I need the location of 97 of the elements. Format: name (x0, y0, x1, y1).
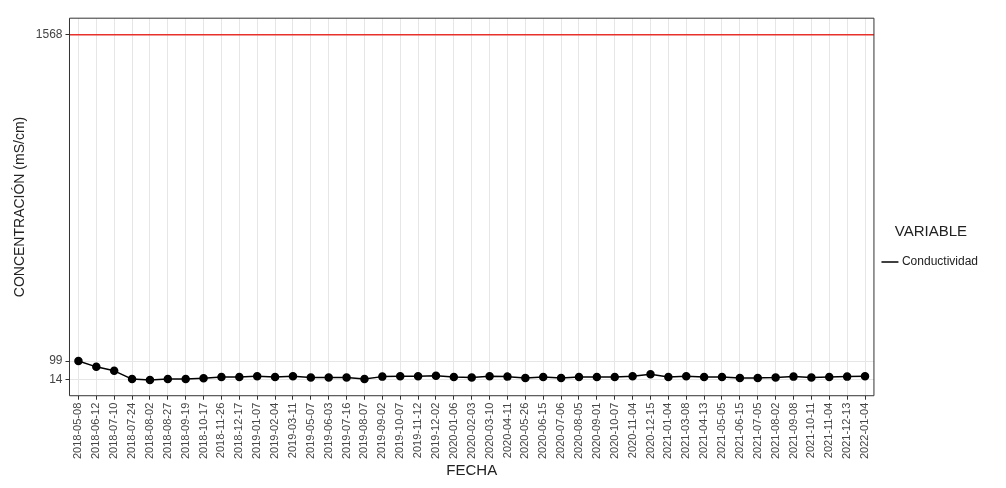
point (860, 371, 870, 381)
point (825, 372, 834, 382)
x-tick-label: 2020-12-15 (643, 402, 656, 460)
point (270, 372, 280, 382)
x-tick-label: 2021-07-05 (750, 402, 763, 460)
x-tick-label: 2021-04-13 (697, 402, 710, 460)
point (717, 372, 727, 382)
x-tick-label: 2019-02-04 (268, 402, 281, 460)
x-tick-label: 2021-01-04 (661, 402, 674, 460)
x-tick-label: 2020-04-11 (500, 402, 513, 459)
x-tick-label: 2020-06-15 (536, 402, 549, 460)
point (342, 373, 351, 382)
x-tick-label: 2018-08-27 (160, 402, 173, 460)
x-tick-label: 2022-01-04 (858, 402, 871, 460)
point (771, 373, 780, 382)
x-tick-label: 2018-08-02 (142, 402, 155, 460)
x-tick-label: 2021-09-08 (786, 402, 799, 460)
point (235, 372, 244, 382)
point (699, 372, 709, 382)
x-tick-label: 2019-12-02 (429, 402, 441, 460)
y-axis-title: CONCENTRACIÓN (mS/cm) (11, 116, 28, 298)
point (664, 372, 673, 382)
x-tick-label: 2019-11-12 (411, 402, 424, 459)
x-tick-label: 2019-06-03 (321, 402, 334, 460)
x-tick-label: 2020-07-06 (554, 402, 567, 460)
x-tick-label: 2018-12-17 (232, 402, 245, 460)
point (556, 373, 566, 383)
point (807, 373, 816, 382)
point (467, 373, 476, 382)
point (252, 371, 262, 381)
x-tick-label: 2021-06-15 (732, 402, 745, 460)
point (485, 371, 494, 381)
x-tick-label: 2020-01-06 (446, 402, 459, 460)
point (92, 362, 101, 372)
x-tick-label: 2021-12-13 (840, 402, 853, 460)
x-tick-label: 2019-05-07 (303, 402, 316, 460)
x-tick-label: 2018-06-12 (89, 402, 102, 460)
point (145, 375, 155, 385)
point (199, 373, 208, 383)
x-tick-label: 2020-05-26 (518, 402, 531, 460)
point (646, 369, 655, 379)
x-tick-label: 2019-07-16 (339, 402, 352, 460)
point (789, 372, 798, 381)
x-axis-title: FECHA (446, 461, 498, 479)
point (682, 371, 691, 381)
x-tick-label: 2018-10-17 (196, 402, 209, 460)
point (628, 371, 637, 381)
point (217, 372, 226, 382)
point (163, 374, 173, 384)
point (610, 372, 619, 382)
legend-label: Conductividad (901, 254, 979, 269)
x-tick-label: 2020-09-01 (589, 402, 602, 460)
point (127, 374, 137, 384)
point (74, 356, 83, 366)
x-tick-label: 2021-11-04 (822, 402, 835, 459)
y-tick-label: 14 (49, 372, 63, 387)
point (592, 372, 602, 382)
point (753, 373, 762, 383)
x-tick-label: 2019-01-07 (250, 402, 263, 460)
point (109, 366, 119, 376)
x-tick-label: 2018-09-19 (178, 402, 191, 460)
x-tick-label: 2018-07-24 (125, 402, 138, 460)
x-tick-label: 2020-03-10 (482, 402, 495, 460)
x-tick-label: 2018-07-10 (107, 402, 120, 460)
x-tick-label: 2021-03-08 (679, 402, 692, 460)
point (538, 372, 548, 382)
y-tick-label: 99 (49, 353, 63, 368)
point (181, 374, 190, 384)
legend-title: VARIABLE (894, 221, 968, 239)
point (378, 372, 387, 381)
x-tick-label: 2021-08-02 (768, 402, 781, 460)
y-tick-label: 1568 (35, 26, 63, 41)
point (842, 372, 852, 381)
point (574, 372, 584, 382)
point (449, 372, 459, 382)
point (288, 371, 298, 381)
point (360, 374, 369, 384)
x-tick-label: 2021-10-11 (804, 402, 817, 459)
x-tick-label: 2019-09-02 (375, 402, 388, 460)
point (413, 371, 423, 381)
x-tick-label: 2020-02-03 (464, 402, 477, 460)
x-tick-label: 2019-10-07 (393, 402, 406, 460)
x-tick-label: 2019-03-11 (285, 402, 298, 459)
x-tick-label: 2019-08-07 (357, 402, 370, 460)
x-tick-label: 2021-05-05 (715, 402, 728, 460)
point (431, 371, 441, 380)
x-tick-label: 2018-11-26 (214, 402, 227, 459)
point (503, 372, 512, 381)
point (306, 373, 316, 382)
point (324, 373, 333, 382)
x-tick-label: 2018-05-08 (71, 402, 84, 460)
x-tick-label: 2020-11-04 (625, 402, 638, 459)
x-tick-label: 2020-10-07 (607, 402, 620, 460)
point (521, 373, 530, 383)
point (735, 373, 745, 383)
x-tick-label: 2020-08-05 (572, 402, 585, 460)
point (395, 371, 405, 381)
